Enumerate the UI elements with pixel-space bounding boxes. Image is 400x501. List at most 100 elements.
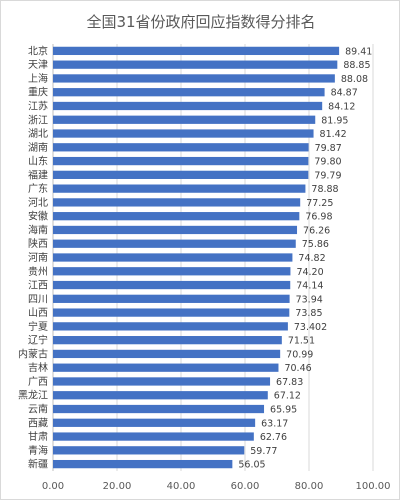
category-label: 四川 [28, 294, 48, 305]
value-label: 56.05 [238, 460, 265, 471]
category-label: 甘肃 [28, 430, 48, 443]
value-label: 74.14 [296, 281, 323, 292]
value-label: 70.46 [284, 363, 311, 374]
bar-14 [53, 239, 296, 248]
bar-12 [53, 212, 300, 221]
value-label: 78.88 [311, 184, 338, 195]
value-label: 73.85 [295, 308, 322, 319]
category-label: 山东 [28, 155, 48, 168]
value-label: 71.51 [288, 336, 315, 347]
category-labels: 北京天津上海重庆江苏浙江湖北湖南山东福建广东河北安徽海南陕西河南贵州江西四川山西… [18, 44, 48, 470]
bar-16 [53, 267, 291, 276]
value-label: 70.99 [286, 349, 313, 360]
value-label: 79.80 [314, 157, 341, 168]
bar-29 [53, 446, 245, 455]
value-label: 84.87 [331, 88, 358, 99]
category-label: 海南 [28, 223, 48, 236]
category-label: 湖南 [28, 141, 48, 154]
value-label: 73.94 [296, 294, 323, 305]
value-label: 74.20 [296, 267, 323, 278]
value-label: 73.402 [294, 322, 327, 333]
bar-21 [53, 336, 282, 345]
bar-25 [53, 391, 268, 400]
category-label: 广东 [28, 182, 48, 195]
bars [53, 46, 340, 469]
category-label: 宁夏 [28, 320, 48, 333]
category-label: 黑龙江 [18, 389, 48, 402]
value-label: 88.85 [343, 60, 370, 71]
bar-4 [53, 101, 323, 111]
bar-8 [53, 156, 309, 166]
category-label: 河南 [28, 251, 48, 264]
category-label: 云南 [28, 403, 48, 416]
category-label: 天津 [28, 59, 48, 71]
category-label: 新疆 [28, 458, 48, 471]
value-label: 74.82 [298, 253, 325, 264]
bar-3 [53, 88, 325, 97]
chart-title: 全国31省份政府回应指数得分排名 [86, 13, 315, 31]
category-label: 湖北 [28, 128, 48, 140]
value-label: 76.26 [303, 225, 330, 236]
category-label: 北京 [28, 44, 48, 57]
bar-15 [53, 253, 293, 262]
x-tick-label: 100.00 [356, 481, 391, 492]
bar-20 [53, 322, 288, 331]
category-label: 山西 [28, 307, 48, 319]
value-labels: 89.41 88.85 88.08 84.87 84.12 81.95 81.42 79.87… [238, 46, 372, 470]
bar-19 [53, 308, 290, 317]
bar-13 [53, 225, 298, 235]
category-label: 辽宁 [28, 334, 48, 347]
value-label: 79.79 [314, 170, 341, 181]
category-label: 西藏 [28, 417, 48, 429]
bar-28 [53, 432, 254, 441]
bar-18 [53, 294, 290, 303]
category-label: 江苏 [28, 99, 48, 112]
category-label: 广西 [28, 376, 48, 388]
category-label: 青海 [28, 444, 48, 457]
bar-9 [53, 170, 309, 179]
value-label: 76.98 [305, 212, 332, 223]
value-label: 63.17 [261, 418, 288, 429]
value-label: 79.87 [315, 143, 342, 154]
x-tick-label: 40.00 [167, 481, 196, 492]
x-tick-labels: 0.00 20.00 40.00 60.00 80.00 100.00 [42, 481, 391, 492]
value-label: 81.95 [321, 115, 348, 126]
category-label: 重庆 [28, 86, 48, 99]
bar-23 [53, 363, 279, 372]
value-label: 59.77 [250, 446, 277, 457]
bar-11 [53, 198, 301, 207]
category-label: 陕西 [28, 237, 48, 250]
bar-30 [53, 459, 233, 469]
bar-17 [53, 280, 291, 290]
category-label: 内蒙古 [18, 347, 48, 360]
category-label: 上海 [28, 72, 48, 85]
x-tick-label: 20.00 [103, 481, 132, 492]
category-label: 吉林 [28, 361, 48, 374]
value-label: 81.42 [320, 129, 347, 140]
bar-1 [53, 60, 338, 69]
bar-26 [53, 404, 265, 414]
category-label: 河北 [28, 197, 48, 209]
value-label: 77.25 [306, 198, 333, 209]
value-label: 84.12 [328, 101, 355, 112]
bar-7 [53, 143, 309, 152]
value-label: 67.83 [276, 377, 303, 388]
category-label: 贵州 [28, 265, 48, 278]
category-label: 安徽 [28, 210, 48, 223]
category-label: 福建 [28, 168, 48, 181]
bar-22 [53, 349, 281, 359]
bar-27 [53, 418, 256, 427]
value-label: 88.08 [341, 74, 368, 85]
bar-6 [53, 129, 314, 138]
bar-2 [53, 74, 335, 83]
bar-0 [53, 46, 340, 56]
category-label: 江西 [28, 280, 48, 292]
category-label: 浙江 [28, 114, 48, 126]
x-tick-label: 60.00 [231, 481, 260, 492]
value-label: 65.95 [270, 405, 297, 416]
bar-5 [53, 115, 316, 124]
value-label: 67.12 [274, 391, 301, 402]
value-label: 62.76 [260, 432, 287, 443]
